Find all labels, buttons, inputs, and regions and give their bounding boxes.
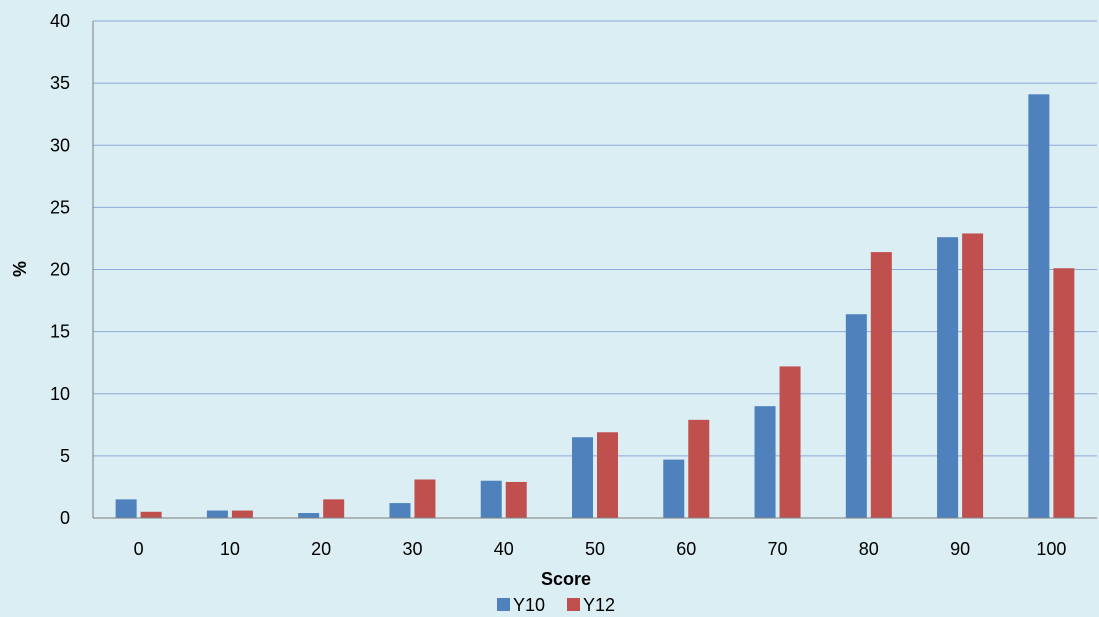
legend-label-y10: Y10 bbox=[513, 595, 545, 615]
bar-y10-60 bbox=[663, 459, 685, 518]
bar-y12-50 bbox=[597, 432, 618, 518]
y-tick-label: 35 bbox=[50, 73, 70, 93]
y-tick-label: 40 bbox=[50, 11, 70, 31]
bar-y10-40 bbox=[480, 480, 502, 518]
y-tick-labels: 0 5 10 15 20 25 30 35 40 bbox=[50, 11, 70, 528]
bar-y10-80 bbox=[845, 314, 867, 518]
legend: Y10 Y12 bbox=[497, 595, 615, 615]
bar-y12-20 bbox=[323, 499, 345, 518]
x-tick-label: 50 bbox=[585, 539, 605, 559]
y-axis-title: % bbox=[10, 261, 30, 277]
y-tick-label: 20 bbox=[50, 260, 70, 280]
bar-y10-0 bbox=[115, 499, 137, 518]
legend-label-y12: Y12 bbox=[583, 595, 615, 615]
x-tick-label: 40 bbox=[494, 539, 514, 559]
bar-y12-100 bbox=[1053, 268, 1075, 518]
x-tick-label: 30 bbox=[402, 539, 422, 559]
x-tick-label: 90 bbox=[950, 539, 970, 559]
axes bbox=[92, 21, 1097, 519]
bar-y12-70 bbox=[779, 366, 801, 518]
bar-y12-0 bbox=[140, 511, 162, 518]
x-tick-label: 60 bbox=[676, 539, 696, 559]
legend-swatch-y12 bbox=[567, 598, 580, 611]
legend-swatch-y10 bbox=[497, 598, 510, 611]
gridlines bbox=[93, 20, 1097, 457]
x-tick-label: 70 bbox=[768, 539, 788, 559]
bars bbox=[115, 94, 1075, 519]
bar-y10-100 bbox=[1028, 94, 1050, 519]
y-tick-label: 0 bbox=[60, 508, 70, 528]
bar-y12-40 bbox=[505, 481, 527, 518]
y-tick-label: 5 bbox=[60, 446, 70, 466]
bar-y10-90 bbox=[937, 237, 959, 518]
bar-y12-90 bbox=[962, 233, 984, 518]
y-tick-label: 10 bbox=[50, 384, 70, 404]
bar-y10-10 bbox=[206, 510, 228, 518]
bar-y10-70 bbox=[754, 406, 776, 518]
x-tick-label: 100 bbox=[1036, 539, 1066, 559]
bar-y10-50 bbox=[572, 437, 593, 518]
bar-y12-80 bbox=[870, 252, 892, 519]
y-tick-label: 30 bbox=[50, 135, 70, 155]
bar-y12-10 bbox=[231, 510, 253, 518]
x-tick-label: 80 bbox=[859, 539, 879, 559]
x-tick-label: 10 bbox=[220, 539, 240, 559]
bar-y12-60 bbox=[688, 419, 710, 518]
y-tick-label: 25 bbox=[50, 197, 70, 217]
x-tick-label: 0 bbox=[134, 539, 144, 559]
x-axis-title: Score bbox=[541, 569, 591, 589]
bar-y12-30 bbox=[414, 479, 436, 518]
x-tick-labels: 0 10 20 30 40 50 60 70 80 90 100 bbox=[134, 539, 1067, 559]
bar-y10-30 bbox=[389, 503, 411, 518]
bar-y10-20 bbox=[298, 513, 320, 518]
y-tick-label: 15 bbox=[50, 322, 70, 342]
x-tick-label: 20 bbox=[311, 539, 331, 559]
